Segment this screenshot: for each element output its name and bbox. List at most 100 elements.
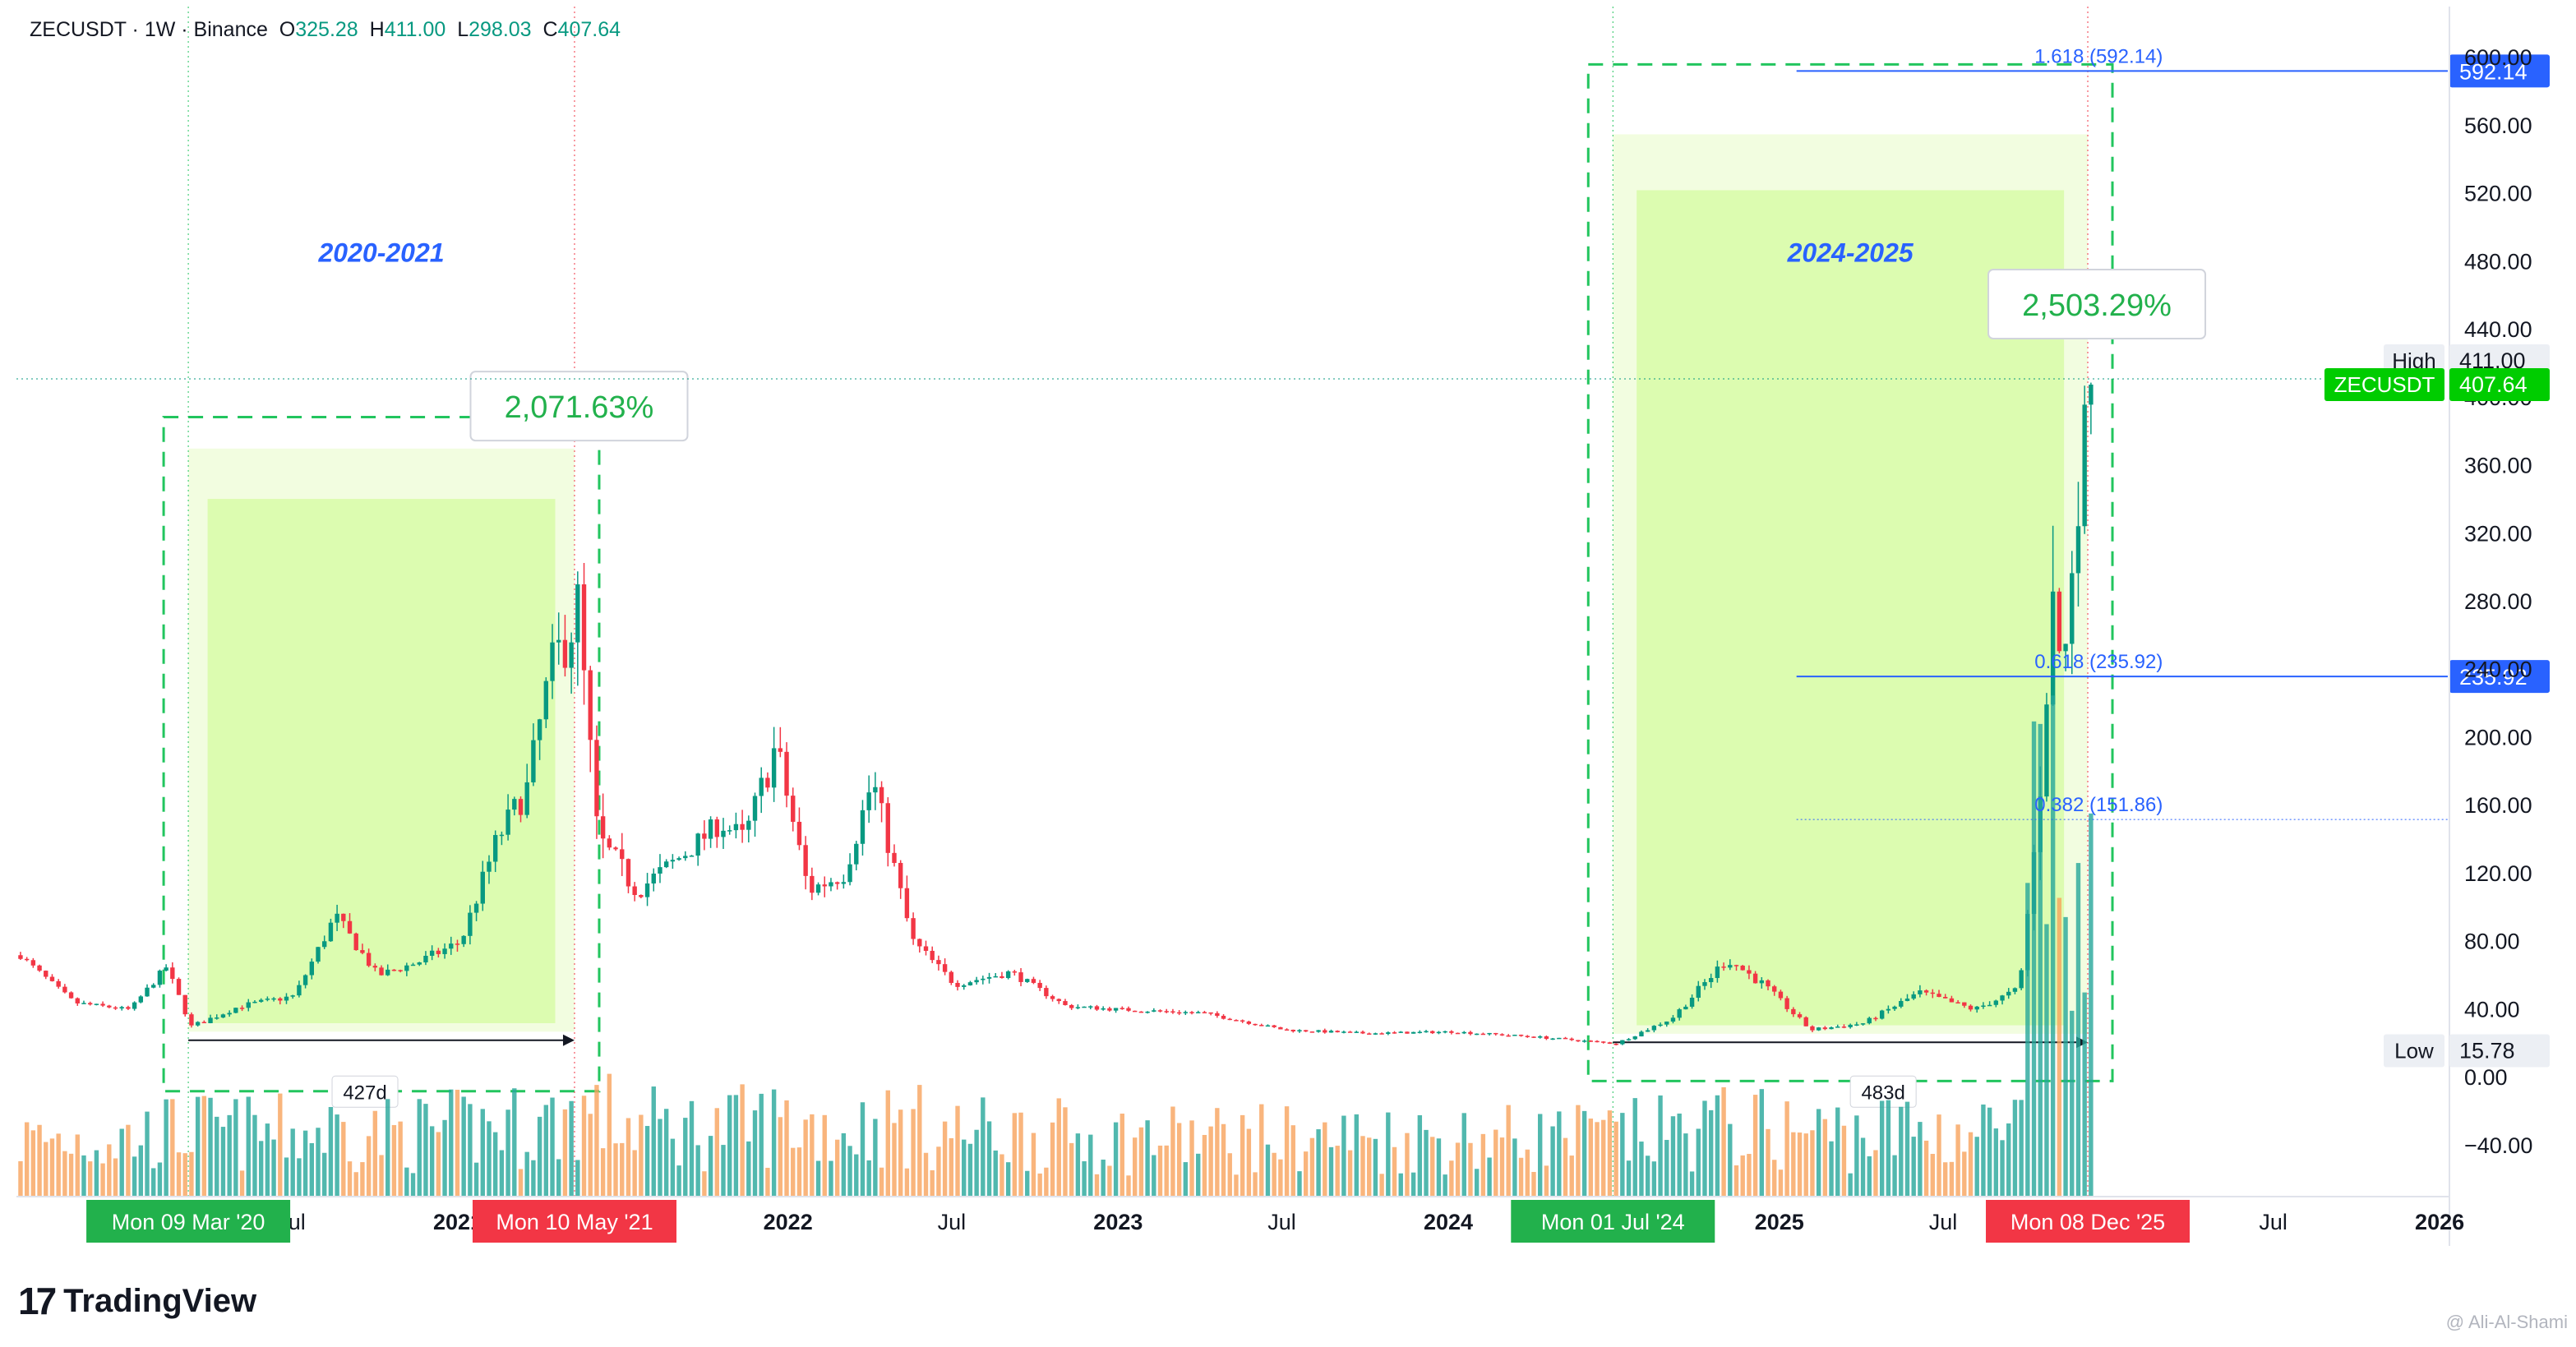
volume-bar [385, 1099, 390, 1197]
volume-bar [1531, 1171, 1536, 1197]
candle-body [75, 998, 80, 1003]
volume-bar [879, 1167, 884, 1197]
volume-bar [1424, 1129, 1429, 1197]
tradingview-branding[interactable]: 17 TradingView [18, 1279, 256, 1323]
candle-body [290, 995, 295, 997]
candle-body [904, 888, 910, 919]
volume-bar [1557, 1111, 1562, 1197]
volume-bar [316, 1128, 321, 1197]
candle-body [480, 871, 485, 904]
volume-bar [1449, 1160, 1454, 1197]
volume-bar [2038, 723, 2043, 1197]
candle-body [873, 787, 878, 793]
tradingview-logo-icon: 17 [18, 1280, 57, 1322]
candle-body [1234, 1020, 1239, 1022]
volume-bar [246, 1096, 251, 1197]
volume-bar [1784, 1101, 1789, 1197]
volume-bar [556, 1159, 561, 1197]
candle-body [1398, 1031, 1403, 1033]
candle-body [2006, 991, 2011, 996]
time-axis-tick: 2022 [764, 1210, 813, 1234]
volume-bar [284, 1157, 289, 1197]
candle-body [24, 958, 30, 961]
candle-body [506, 810, 510, 835]
candle-body [487, 861, 492, 872]
volume-bar [195, 1096, 201, 1197]
price-axis-tick: −40.00 [2464, 1133, 2532, 1158]
candle-body [1088, 1006, 1093, 1008]
volume-bar [189, 1151, 194, 1197]
candle-body [1215, 1013, 1220, 1017]
volume-bar [239, 1170, 245, 1197]
candle-body [1867, 1017, 1872, 1024]
volume-bar [44, 1142, 48, 1197]
volume-bar [898, 1109, 903, 1197]
candle-body [385, 969, 390, 976]
price-axis-tick: 80.00 [2464, 930, 2520, 954]
volume-bar [170, 1099, 175, 1197]
volume-bar [1632, 1098, 1637, 1197]
candle-body [1227, 1018, 1232, 1021]
candle-body [436, 950, 441, 954]
candle-body [1354, 1031, 1360, 1033]
candle-body [1911, 994, 1916, 999]
candle-body [1170, 1011, 1175, 1013]
volume-bar [644, 1126, 650, 1197]
candle-body [271, 998, 276, 1000]
candle-body [1569, 1038, 1574, 1040]
volume-bar [164, 1099, 169, 1197]
volume-bar [1461, 1113, 1466, 1197]
candle-body [1278, 1026, 1283, 1030]
candle-body [100, 1003, 105, 1006]
candle-body [1588, 1040, 1594, 1042]
volume-bar [436, 1132, 441, 1197]
candle-body [1443, 1031, 1447, 1033]
volume-bar [290, 1128, 295, 1197]
candle-body [746, 820, 751, 830]
volume-bar [695, 1145, 700, 1197]
candle-body [575, 584, 580, 643]
volume-bar [1056, 1098, 1061, 1197]
candle-body [765, 777, 770, 788]
volume-bar [942, 1121, 948, 1197]
candle-body [1670, 1017, 1676, 1022]
volume-bar [1196, 1153, 1201, 1197]
volume-bar [1290, 1125, 1295, 1197]
candle-body [981, 978, 986, 980]
volume-bar [1993, 1128, 1999, 1197]
candle-body [49, 976, 55, 981]
fib-price-tag-value: 235.92 [2459, 665, 2528, 690]
volume-bar [1037, 1173, 1042, 1197]
volume-bar [1157, 1145, 1163, 1197]
candle-body [512, 799, 517, 810]
candle-body [1069, 1004, 1074, 1008]
volume-bar [1347, 1150, 1353, 1197]
volume-bar [1246, 1128, 1252, 1197]
gain-label-box [469, 371, 689, 442]
candle-body [1044, 988, 1049, 997]
candle-body [1696, 985, 1701, 999]
candle-body [1056, 999, 1061, 1002]
candle-body [1297, 1030, 1302, 1032]
volume-bar [550, 1097, 555, 1197]
price-axis-tick: 40.00 [2464, 997, 2520, 1022]
volume-bar [1119, 1114, 1124, 1197]
candle-body [1607, 1042, 1613, 1044]
candle-body [1544, 1036, 1549, 1040]
volume-bar [1816, 1109, 1821, 1197]
candle-body [759, 777, 764, 796]
volume-bar [1410, 1172, 1416, 1197]
volume-bar [1474, 1169, 1480, 1197]
candle-body [885, 803, 890, 853]
candle-body [404, 965, 409, 971]
candle-body [297, 985, 302, 996]
volume-bar [1012, 1113, 1018, 1197]
price-axis-tick: 120.00 [2464, 861, 2532, 886]
volume-bar [892, 1123, 897, 1197]
candle-body [1246, 1021, 1252, 1024]
volume-bar [1829, 1141, 1834, 1197]
candle-body [1410, 1031, 1416, 1034]
candle-body [1747, 970, 1752, 974]
volume-bar [1949, 1161, 1955, 1197]
